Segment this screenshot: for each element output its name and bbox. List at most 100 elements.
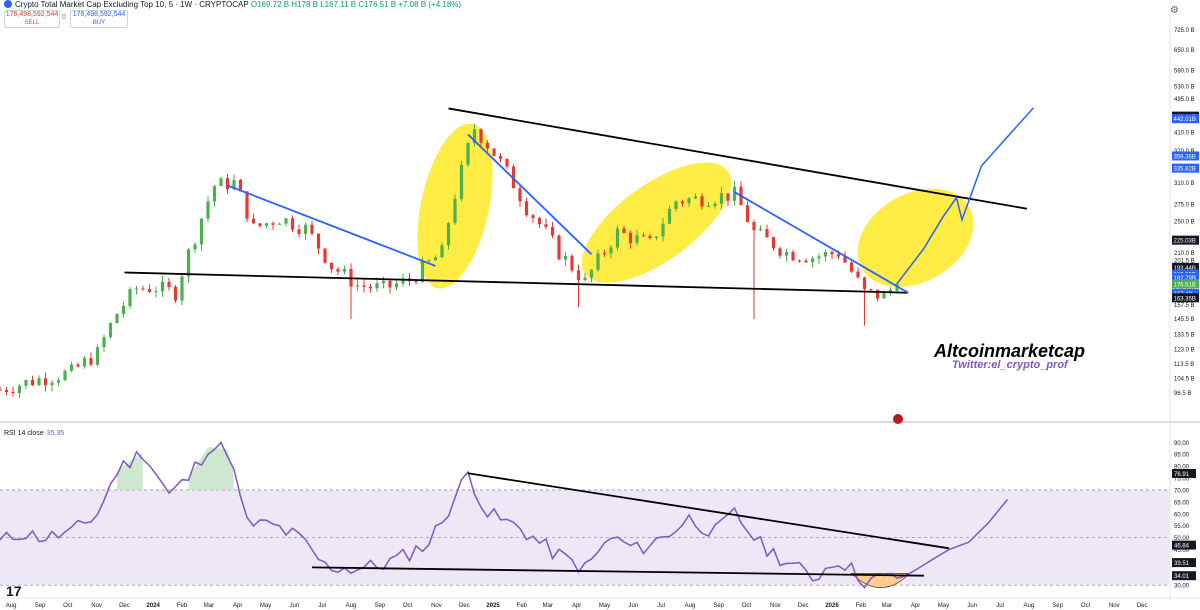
price-badge	[1172, 273, 1199, 283]
candles	[0, 123, 899, 398]
candle-body	[479, 129, 483, 143]
time-tick-label: Jul	[996, 603, 1004, 609]
price-badge	[1172, 114, 1199, 124]
candle-body	[797, 260, 802, 262]
candle-body	[433, 257, 438, 261]
buy-button[interactable]: 176,498,592,544 BUY	[70, 10, 128, 28]
rsi-tick-label: 55.00	[1174, 524, 1190, 530]
candle-body	[258, 223, 262, 226]
candle-body	[810, 258, 815, 263]
candle-body	[316, 233, 321, 249]
time-tick-label: Nov	[431, 603, 442, 609]
rsi-tick-label: 65.00	[1174, 500, 1190, 506]
time-tick-label: Mar	[204, 603, 214, 609]
spread-value: 0	[62, 14, 66, 21]
candle-body	[401, 278, 405, 284]
candle-body	[804, 260, 808, 263]
candle-body	[596, 253, 600, 270]
price-tick-label: 650.0 B	[1174, 48, 1195, 54]
candle-body	[862, 277, 867, 290]
time-tick-label: Dec	[119, 603, 130, 609]
candle-body	[427, 260, 431, 262]
candle-body	[583, 277, 587, 281]
symbol-logo-icon	[4, 0, 12, 8]
price-trendline-3	[227, 184, 436, 267]
candle-body	[232, 179, 236, 190]
candle-body	[459, 164, 464, 199]
chart-title: Crypto Total Market Cap Excluding Top 10…	[15, 0, 249, 9]
price-trendline-2	[448, 107, 1028, 210]
candle-body	[498, 155, 503, 159]
candle-body	[30, 379, 35, 386]
rsi-badge	[1172, 571, 1196, 581]
rsi-trendline-2	[311, 566, 924, 577]
candle-body	[784, 252, 789, 256]
ohlc-readout: O169.72 B H178 B L167.11 B C176.51 B +7.…	[250, 0, 462, 9]
price-trendline-5	[734, 191, 909, 294]
candle-body	[713, 203, 717, 206]
candle-body	[336, 269, 340, 272]
candle-body	[251, 218, 256, 224]
candle-body	[108, 323, 113, 338]
candle-body	[888, 289, 893, 293]
rsi-tick-label: 80.00	[1174, 465, 1190, 471]
price-badge-label: 176.51B	[1174, 282, 1196, 288]
candle-body	[674, 201, 678, 209]
rsi-badge	[1172, 468, 1196, 478]
rsi-title: RSI 14 close	[4, 430, 44, 437]
candle-body	[719, 193, 724, 204]
candle-body	[615, 228, 620, 248]
candle-body	[37, 378, 41, 386]
price-tick-label: 104.5 B	[1174, 377, 1195, 383]
price-tick-label: 530.0 B	[1174, 85, 1195, 91]
rsi-tick-label: 75.00	[1174, 477, 1190, 483]
time-tick-label: Aug	[1024, 603, 1035, 609]
price-tick-label: 580.0 B	[1174, 68, 1195, 74]
candle-body	[680, 201, 685, 204]
price-badge-label: 225.03B	[1174, 239, 1196, 245]
time-tick-label: Nov	[91, 603, 102, 609]
price-badge-label: 163.35B	[1174, 296, 1196, 302]
time-tick-label: Dec	[1137, 603, 1148, 609]
price-tick-label: 410.0 B	[1174, 131, 1195, 137]
time-tick-label: Oct	[63, 603, 73, 609]
time-tick-label: Mar	[882, 603, 892, 609]
sell-price: 176,498,592,544	[5, 11, 59, 18]
candle-body	[121, 305, 126, 314]
candle-body	[147, 288, 152, 293]
candle-body	[4, 389, 9, 393]
candle-body	[758, 229, 763, 231]
rsi-tick-label: 70.00	[1174, 488, 1190, 494]
candle-body	[368, 286, 373, 289]
price-badge-label: 182.79B	[1174, 276, 1196, 282]
candle-body	[219, 178, 223, 186]
rsi-value: 35.35	[46, 430, 65, 437]
candle-body	[264, 223, 269, 226]
tradingview-logo[interactable]: 17	[6, 583, 22, 599]
price-tick-label: 495.0 B	[1174, 97, 1195, 103]
candle-body	[641, 235, 646, 237]
highlight-ellipse-3	[857, 188, 974, 287]
price-badge-label: 193.44B	[1174, 266, 1196, 272]
price-tick-label: 275.0 B	[1174, 203, 1195, 209]
candle-body	[323, 248, 327, 263]
watermark-handle: Twitter:el_crypto_prof	[952, 359, 1068, 371]
settings-gear-icon[interactable]: ⚙	[1170, 5, 1179, 16]
price-badge-label: 335.82B	[1174, 167, 1196, 173]
time-tick-label: Apr	[911, 603, 920, 609]
candle-body	[24, 379, 28, 386]
candle-body	[167, 281, 171, 287]
candle-body	[362, 285, 366, 287]
time-tick-label: Jun	[290, 603, 300, 609]
candle-body	[303, 224, 308, 234]
candle-body	[505, 158, 509, 167]
rsi-badge-label: 46.84	[1174, 544, 1190, 550]
price-badge-label: 442.01B	[1174, 117, 1196, 123]
watermark-title: Altcoinmarketcap	[934, 341, 1086, 361]
candle-body	[570, 255, 574, 271]
buy-price: 176,498,592,544	[72, 11, 126, 18]
sell-button[interactable]: 176,498,592,544 SELL	[4, 10, 60, 28]
candle-body	[414, 281, 418, 283]
price-tick-label: 133.5 B	[1174, 333, 1195, 339]
